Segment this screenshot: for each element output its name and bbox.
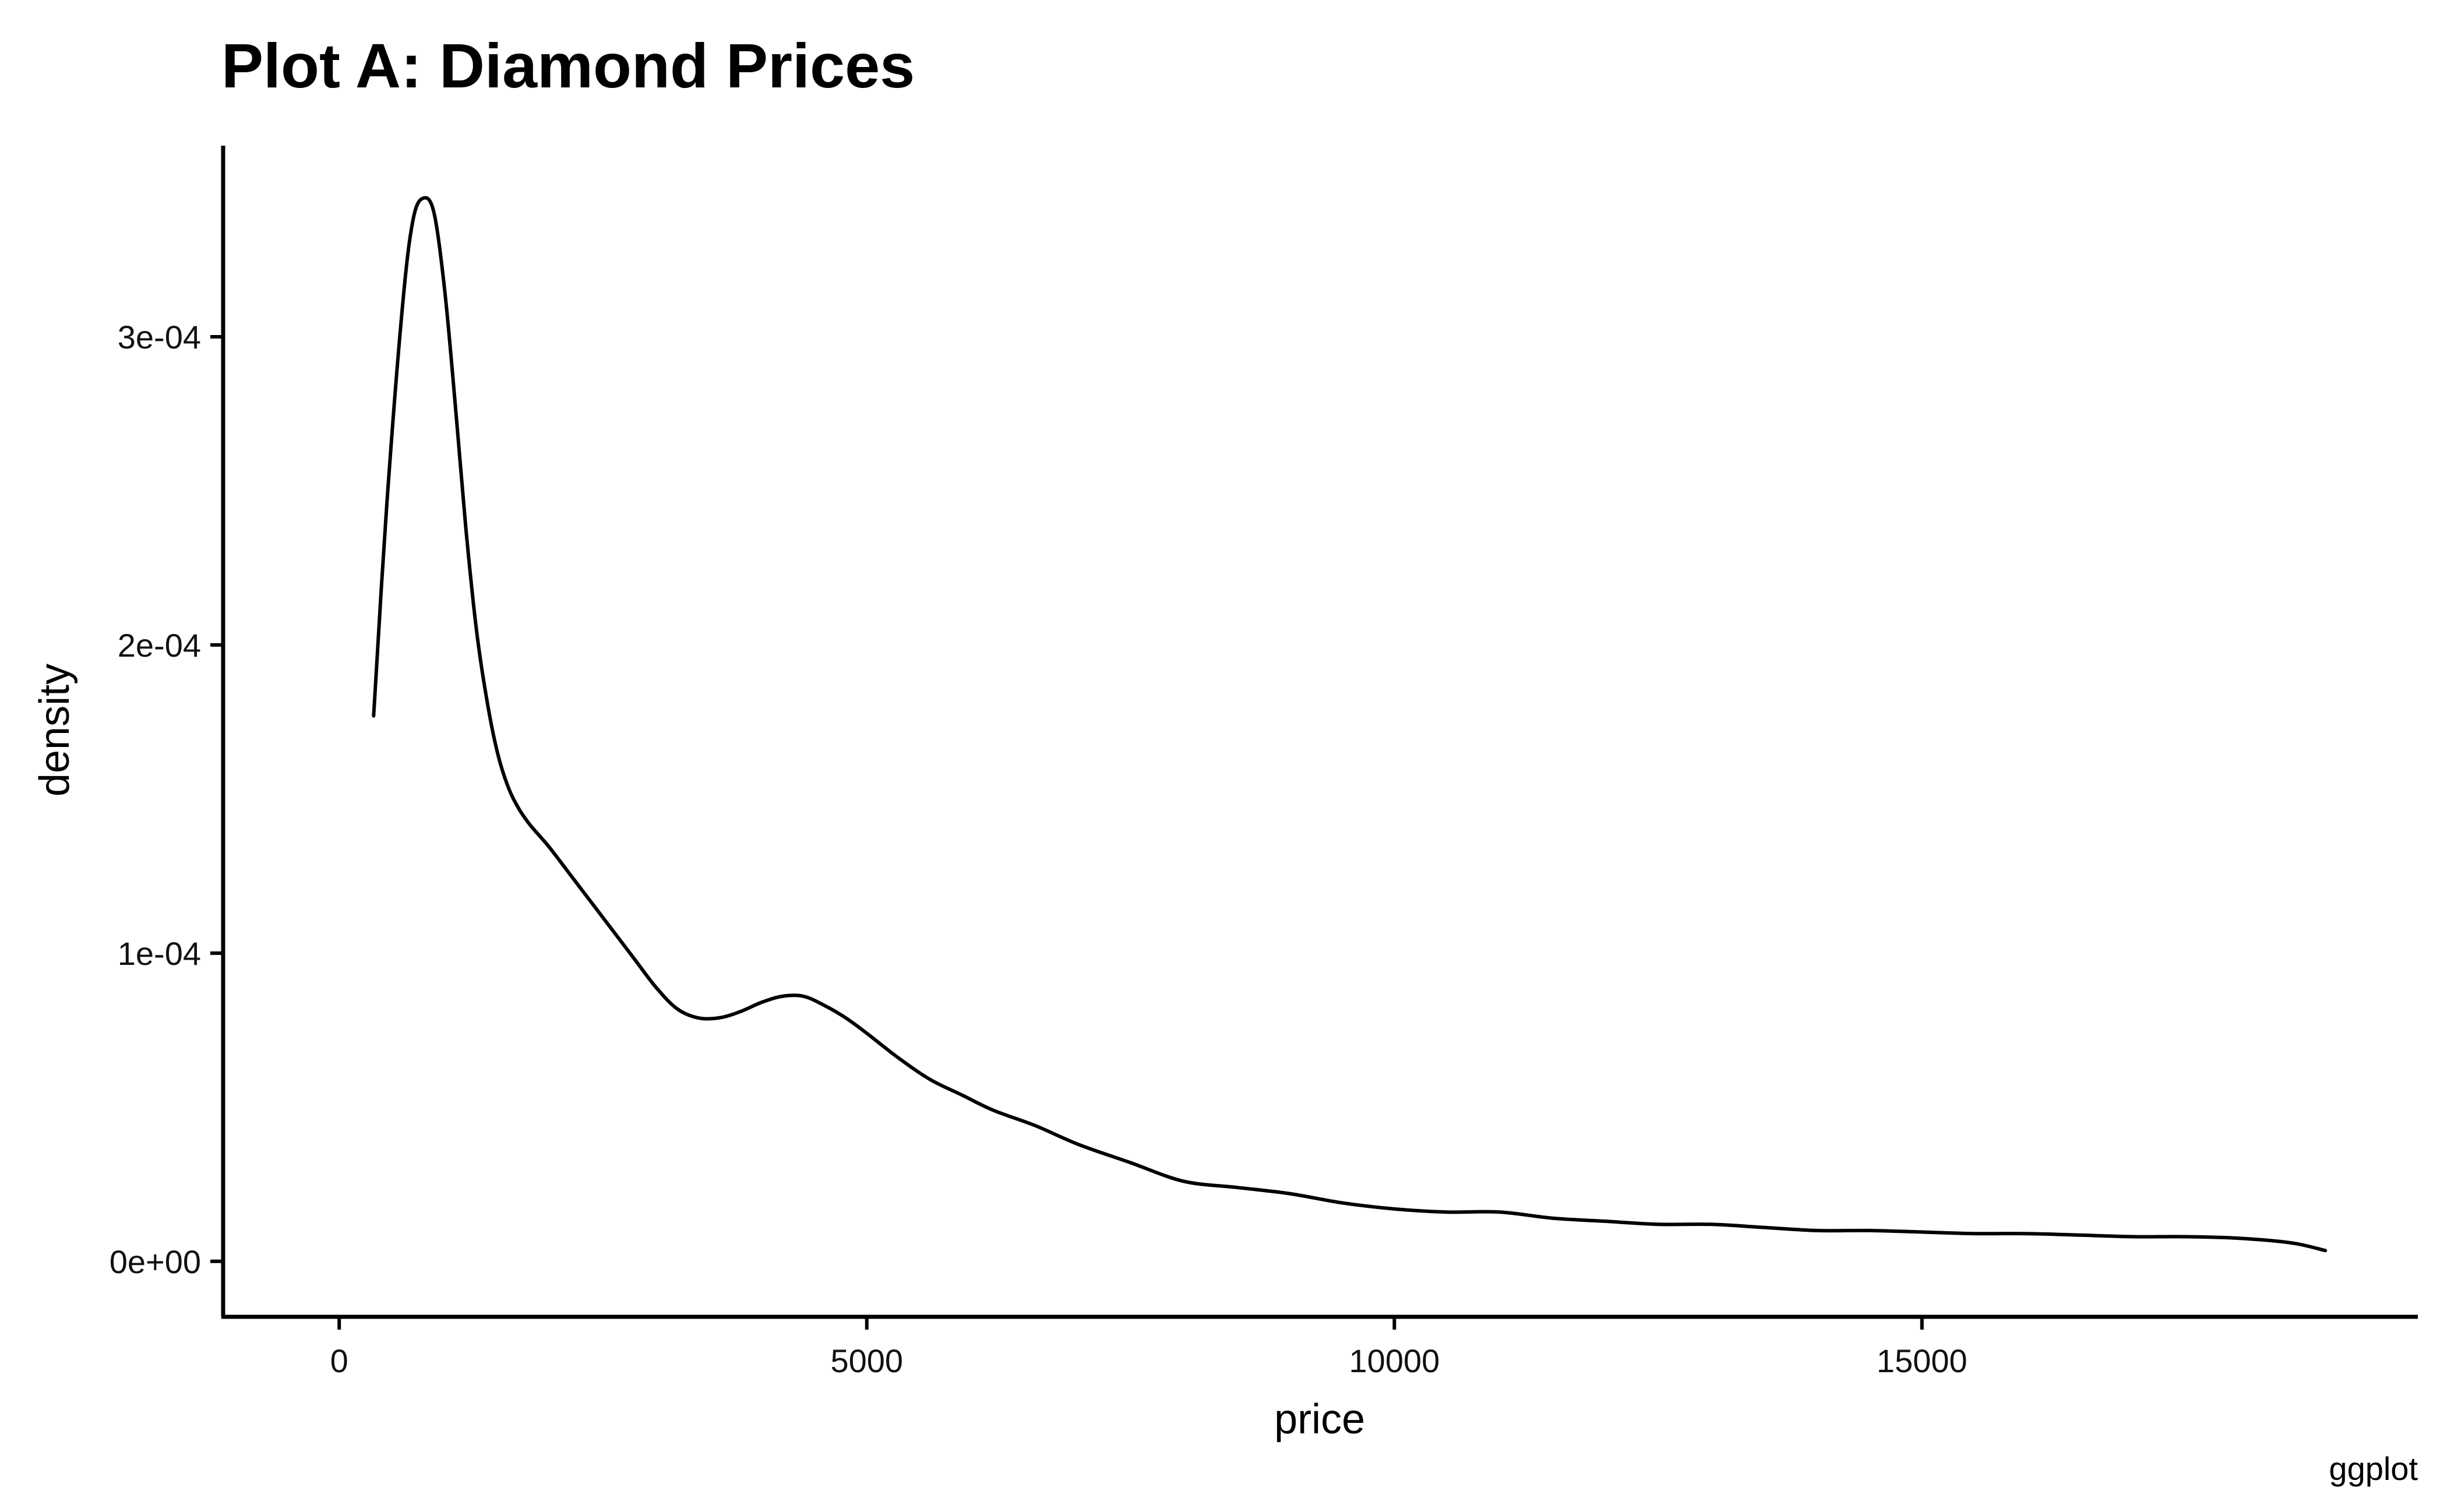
- x-ticks: 0 5000 10000 15000: [330, 1317, 1968, 1379]
- x-tick-label: 5000: [830, 1342, 903, 1379]
- density-curve: [372, 196, 2328, 1253]
- y-axis-label: density: [31, 664, 78, 796]
- chart-caption: ggplot: [2329, 1450, 2418, 1487]
- x-tick-label: 0: [330, 1342, 348, 1379]
- y-tick-label: 2e-04: [118, 627, 201, 664]
- y-tick-label: 0e+00: [110, 1243, 201, 1280]
- x-axis-label: price: [1274, 1396, 1365, 1443]
- x-tick-label: 15000: [1877, 1342, 1968, 1379]
- chart-title: Plot A: Diamond Prices: [221, 30, 915, 101]
- x-tick-label: 10000: [1349, 1342, 1440, 1379]
- y-tick-label: 3e-04: [118, 319, 201, 355]
- y-tick-label: 1e-04: [118, 935, 201, 972]
- y-ticks: 0e+00 1e-04 2e-04 3e-04: [110, 319, 223, 1280]
- plot-area: 0 5000 10000 15000 0e+00 1e-04 2e-04 3e-04: [110, 146, 2418, 1379]
